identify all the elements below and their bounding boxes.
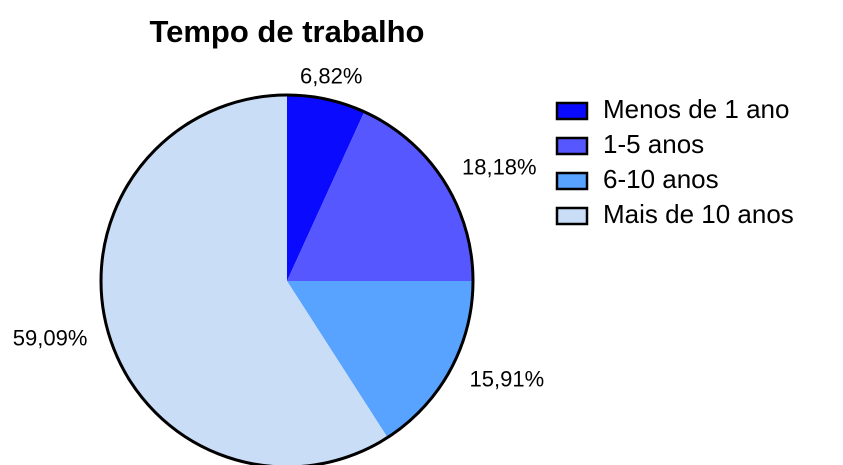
- value-label: 6,82%: [300, 64, 362, 89]
- pie-slice: [287, 281, 473, 438]
- value-label: 59,09%: [13, 325, 88, 350]
- value-label: 15,91%: [470, 367, 545, 392]
- legend-label: Menos de 1 ano: [603, 94, 789, 124]
- legend-label: 6-10 anos: [603, 164, 719, 194]
- legend-swatch: [555, 206, 589, 226]
- legend-swatch: [555, 136, 589, 156]
- value-label: 18,18%: [462, 154, 537, 179]
- legend-label: Mais de 10 anos: [603, 199, 794, 229]
- pie-slice: [287, 111, 473, 281]
- chart-title: Tempo de trabalho: [149, 14, 424, 49]
- pie-slice: [287, 95, 365, 281]
- pie-outline: [99, 93, 475, 465]
- legend-swatch: [555, 171, 589, 191]
- legend-label: 1-5 anos: [603, 129, 704, 159]
- legend-swatch: [555, 101, 589, 121]
- pie-slice: [101, 95, 388, 465]
